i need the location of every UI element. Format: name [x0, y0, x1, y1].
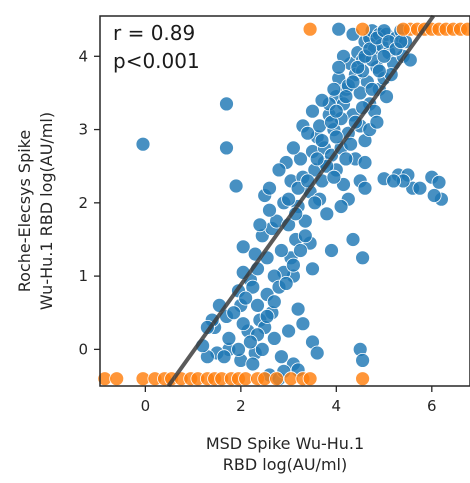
- x-tick-label-0: 0: [141, 397, 151, 415]
- data-point-series-1-1: [109, 371, 125, 387]
- data-point-series-0-184: [328, 103, 344, 119]
- data-point-series-0-176: [262, 180, 277, 196]
- data-point-series-0-32: [273, 349, 289, 365]
- data-point-series-0-168: [259, 308, 275, 324]
- data-point-series-0-182: [314, 133, 330, 149]
- data-point-series-0-200: [338, 151, 354, 167]
- data-point-series-0-142: [266, 330, 282, 346]
- data-point-series-0-178: [281, 191, 297, 207]
- data-point-series-0-10: [412, 180, 428, 196]
- points-layer: [97, 21, 470, 387]
- data-point-series-0-151: [379, 89, 394, 104]
- data-point-series-0-150: [369, 114, 385, 130]
- data-point-series-1-32: [460, 21, 470, 37]
- x-tick-label-4: 4: [332, 397, 342, 415]
- regression-line: [166, 14, 436, 388]
- data-point-series-0-23: [305, 261, 320, 277]
- data-point-series-0-19: [333, 199, 349, 214]
- data-point-series-0-128: [273, 243, 289, 258]
- data-point-series-0-195: [371, 63, 387, 79]
- data-point-series-0-22: [324, 243, 339, 258]
- x-axis-label-line2: RBD log(AU/ml): [223, 455, 347, 474]
- data-point-series-0-133: [285, 140, 301, 156]
- data-point-series-0-175: [252, 217, 268, 233]
- data-point-series-0-185: [338, 89, 354, 104]
- y-axis-label-line2: Wu-Hu.1 RBD log(AU/ml): [37, 112, 56, 310]
- data-point-series-0-189: [362, 41, 378, 57]
- data-point-series-0-145: [319, 206, 335, 222]
- data-point-series-0-16: [386, 173, 402, 189]
- data-point-series-0-28: [281, 323, 297, 339]
- data-point-series-1-23: [355, 21, 371, 37]
- data-point-series-0-171: [235, 316, 251, 332]
- data-point-series-0-167: [266, 294, 282, 310]
- x-tick-label-2: 2: [236, 397, 246, 415]
- x-tick-label-6: 6: [427, 397, 437, 415]
- y-tick-label-3: 3: [78, 121, 88, 139]
- ticks-layer: 0 2 4 6 0 1 2 3 4: [78, 47, 436, 415]
- data-point-series-0-1: [219, 96, 234, 112]
- y-tick-label-2: 2: [78, 194, 88, 212]
- data-point-series-0-2: [135, 136, 151, 152]
- data-point-series-1-17: [269, 371, 285, 387]
- data-point-series-0-4: [228, 178, 244, 194]
- data-point-series-1-22: [302, 21, 318, 37]
- data-point-series-0-166: [278, 275, 294, 291]
- data-point-series-0-55: [231, 341, 246, 357]
- data-point-series-0-59: [235, 239, 251, 255]
- data-point-series-0-136: [300, 125, 316, 141]
- data-point-series-0-186: [345, 74, 361, 90]
- data-point-series-0-181: [309, 151, 325, 167]
- data-point-series-0-0: [331, 21, 347, 37]
- data-point-series-0-14: [426, 188, 442, 203]
- data-point-series-0-201: [326, 169, 342, 185]
- y-axis-label-line1: Roche-Elecsys Spike: [15, 130, 34, 292]
- data-point-series-0-155: [376, 48, 392, 64]
- data-point-series-0-21: [355, 250, 371, 266]
- y-tick-label-1: 1: [78, 267, 88, 285]
- data-point-series-0-172: [226, 305, 242, 321]
- pvalue-annotation: p<0.001: [113, 49, 200, 73]
- data-point-series-0-62: [245, 279, 261, 295]
- data-point-series-0-130: [262, 202, 277, 218]
- data-point-series-0-116: [326, 81, 342, 97]
- data-point-series-0-173: [238, 290, 254, 306]
- data-point-series-0-194: [393, 34, 409, 49]
- data-point-series-0-30: [309, 345, 325, 361]
- data-point-series-0-115: [331, 59, 347, 75]
- x-axis-label-line1: MSD Spike Wu-Hu.1: [206, 434, 364, 453]
- data-point-series-0-72: [293, 151, 308, 167]
- data-point-series-1-20: [302, 371, 318, 387]
- data-point-series-0-26: [290, 301, 306, 317]
- data-point-series-0-12: [431, 174, 447, 190]
- data-point-series-1-33: [395, 21, 411, 37]
- data-point-series-0-17: [357, 180, 373, 196]
- data-point-series-0-3: [219, 140, 234, 156]
- data-point-series-0-144: [245, 356, 261, 372]
- data-point-series-0-35: [355, 352, 371, 368]
- correlation-annotation: r = 0.89: [113, 21, 195, 45]
- y-tick-label-0: 0: [78, 340, 88, 358]
- data-point-series-0-159: [328, 129, 344, 145]
- data-point-series-0-164: [293, 243, 308, 258]
- data-point-series-0-170: [242, 334, 258, 350]
- data-point-series-1-21: [355, 371, 371, 387]
- data-point-series-0-162: [307, 195, 323, 211]
- data-point-series-0-20: [345, 232, 361, 247]
- data-point-series-0-54: [221, 330, 237, 346]
- y-tick-label-4: 4: [78, 47, 88, 65]
- data-point-series-0-118: [314, 92, 330, 108]
- data-point-series-0-143: [254, 341, 270, 357]
- data-point-series-0-177: [271, 162, 287, 178]
- data-point-series-0-53: [216, 349, 232, 365]
- data-point-series-0-187: [350, 59, 366, 75]
- data-point-series-0-27: [295, 316, 311, 332]
- data-point-series-0-135: [305, 103, 320, 119]
- plot-frame: [99, 15, 470, 387]
- data-point-series-0-165: [285, 257, 301, 273]
- data-point-series-0-163: [297, 228, 313, 244]
- data-point-series-0-45: [250, 297, 265, 313]
- data-point-series-0-148: [357, 155, 373, 170]
